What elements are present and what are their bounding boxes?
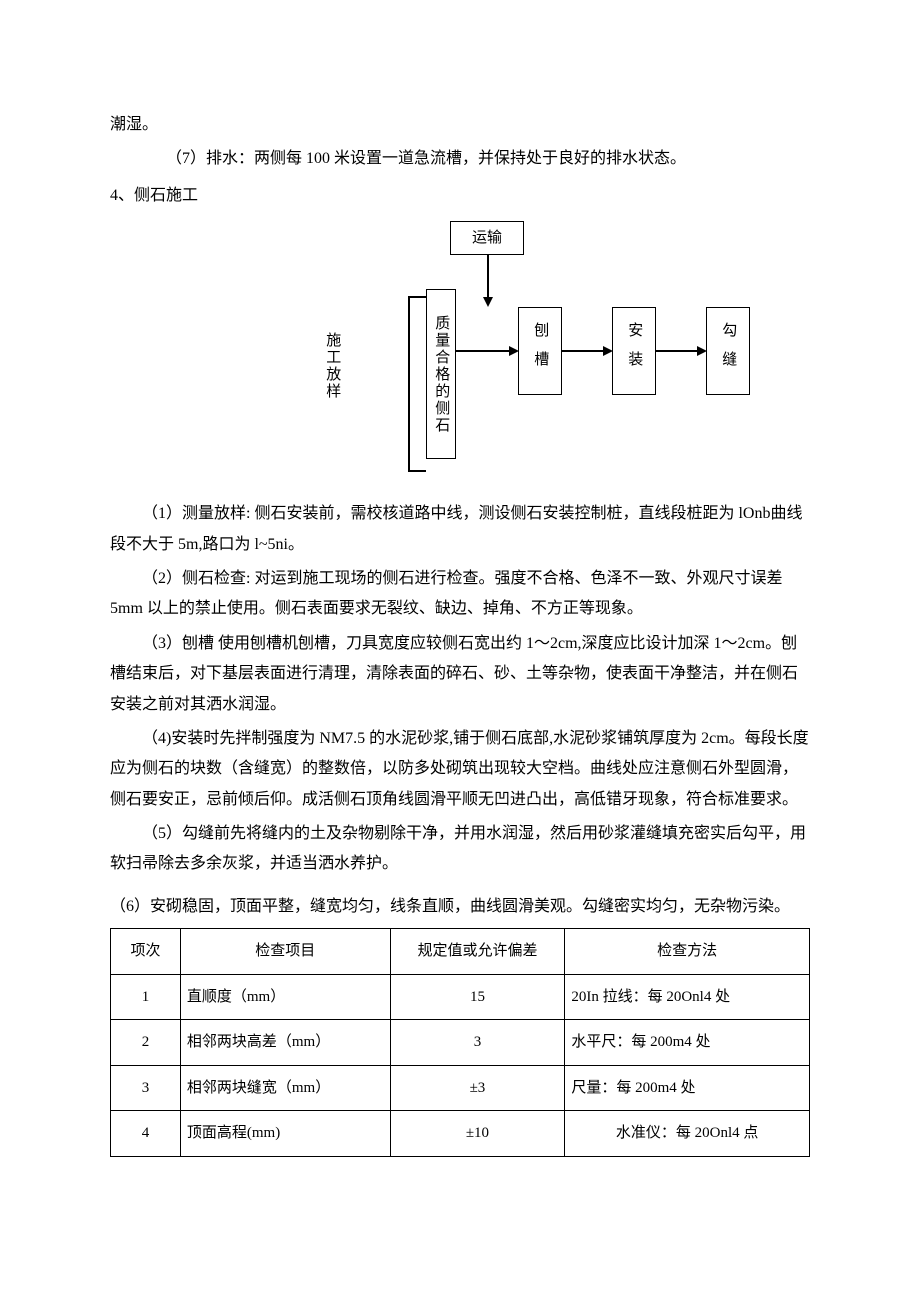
cell-val: 3 <box>390 1020 565 1066</box>
flow-label-quality: 质量合格的侧石 <box>427 315 456 434</box>
section-2: （2）侧石检查: 对运到施工现场的侧石进行检查。强度不合格、色泽不一致、外观尺寸… <box>110 564 810 625</box>
table-row: 4顶面高程(mm)±10水准仪：每 20Onl4 点 <box>111 1111 810 1157</box>
th-val: 规定值或允许偏差 <box>390 929 565 975</box>
arrow-transport-down <box>487 255 489 299</box>
flowchart-container: 运输 施工放样 质量合格的侧石 刨槽 安装 勾缝 <box>220 221 700 481</box>
section-3: （3）刨槽 使用刨槽机刨槽，刀具宽度应较侧石宽出约 1～2cm,深度应比设计加深… <box>110 629 810 720</box>
table-body: 1直顺度（mm）1520In 拉线：每 20Onl4 处2相邻两块高差（mm）3… <box>111 974 810 1156</box>
flow-label-step2: 安装 <box>620 322 649 380</box>
cell-val: 15 <box>390 974 565 1020</box>
fragment-wet: 潮湿。 <box>110 110 810 140</box>
bracket-htop <box>408 296 426 298</box>
section-4: （4)安装时先拌制强度为 NM7.5 的水泥砂浆,铺于侧石底部,水泥砂浆铺筑厚度… <box>110 724 810 815</box>
cell-item: 相邻两块缝宽（mm） <box>180 1065 390 1111</box>
bracket-hbot <box>408 470 426 472</box>
cell-idx: 3 <box>111 1065 181 1111</box>
arrow-12 <box>562 350 605 352</box>
flow-box-step1: 刨槽 <box>518 307 562 395</box>
cell-val: ±10 <box>390 1111 565 1157</box>
cell-method: 20In 拉线：每 20Onl4 处 <box>565 974 810 1020</box>
arrow-23 <box>656 350 699 352</box>
table-row: 1直顺度（mm）1520In 拉线：每 20Onl4 处 <box>111 974 810 1020</box>
flow-box-transport: 运输 <box>450 221 524 255</box>
flow-box-step3: 勾缝 <box>706 307 750 395</box>
cell-idx: 1 <box>111 974 181 1020</box>
table-head: 项次 检查项目 规定值或允许偏差 检查方法 <box>111 929 810 975</box>
cell-idx: 2 <box>111 1020 181 1066</box>
flow-label-transport: 运输 <box>472 224 502 253</box>
flow-box-step2: 安装 <box>612 307 656 395</box>
th-idx: 项次 <box>111 929 181 975</box>
arrow-main-h <box>456 350 511 352</box>
cell-val: ±3 <box>390 1065 565 1111</box>
flow-label-step3: 勾缝 <box>714 322 743 380</box>
section-1: （1）测量放样: 侧石安装前，需校核道路中线，测设侧石安装控制桩，直线段桩距为 … <box>110 499 810 560</box>
th-item: 检查项目 <box>180 929 390 975</box>
section-5: （5）勾缝前先将缝内的土及杂物剔除干净，并用水润湿，然后用砂浆灌缝填充密实后勾平… <box>110 819 810 880</box>
flow-label-step1: 刨槽 <box>526 322 555 380</box>
check-table: 项次 检查项目 规定值或允许偏差 检查方法 1直顺度（mm）1520In 拉线：… <box>110 928 810 1157</box>
heading-4: 4、侧石施工 <box>110 181 810 211</box>
cell-method: 水平尺：每 200m4 处 <box>565 1020 810 1066</box>
cell-item: 顶面高程(mm) <box>180 1111 390 1157</box>
cell-idx: 4 <box>111 1111 181 1157</box>
cell-item: 相邻两块高差（mm） <box>180 1020 390 1066</box>
table-header-row: 项次 检查项目 规定值或允许偏差 检查方法 <box>111 929 810 975</box>
flow-box-quality: 质量合格的侧石 <box>426 289 456 459</box>
arrowhead-transport-down <box>483 297 493 307</box>
table-row: 2相邻两块高差（mm）3水平尺：每 200m4 处 <box>111 1020 810 1066</box>
cell-method: 尺量：每 200m4 处 <box>565 1065 810 1111</box>
flow-label-left: 施工放样 <box>320 316 344 416</box>
cell-item: 直顺度（mm） <box>180 974 390 1020</box>
section-6: （6）安砌稳固，顶面平整，缝宽均匀，线条直顺，曲线圆滑美观。勾缝密实均匀，无杂物… <box>110 892 810 922</box>
th-method: 检查方法 <box>565 929 810 975</box>
cell-method: 水准仪：每 20Onl4 点 <box>565 1111 810 1157</box>
table-row: 3相邻两块缝宽（mm）±3尺量：每 200m4 处 <box>111 1065 810 1111</box>
bracket-vline <box>408 296 410 471</box>
paragraph-7: （7）排水：两侧每 100 米设置一道急流槽，并保持处于良好的排水状态。 <box>110 144 810 174</box>
